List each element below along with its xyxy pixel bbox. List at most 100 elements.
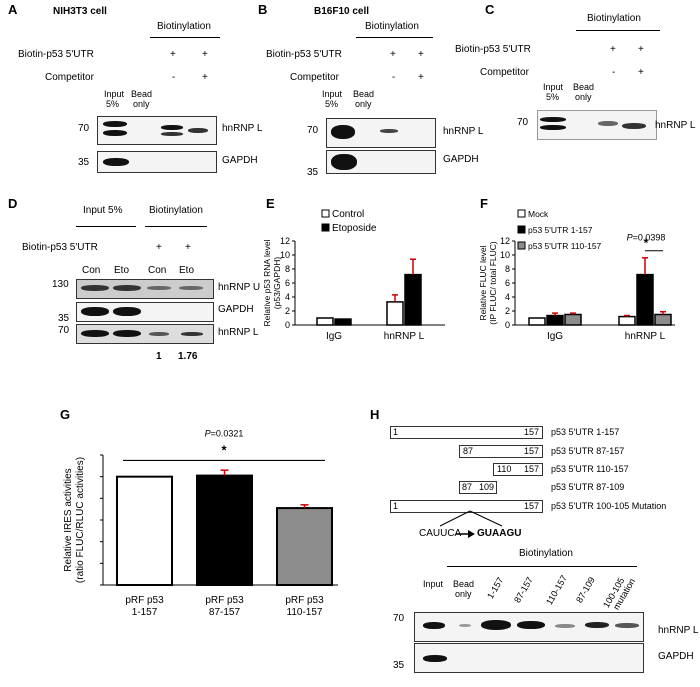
legend-label: Mock xyxy=(528,209,549,219)
panel-h-hnrnpl-label: hnRNP L xyxy=(658,625,699,636)
construct-3-label: p53 5'UTR 110-157 xyxy=(551,464,629,474)
panel-b-mw70: 70 xyxy=(307,125,319,136)
panel-h-biotin-label: Biotinylation xyxy=(519,548,573,559)
x-tick-label: pRF p53 xyxy=(205,595,244,606)
legend-swatch xyxy=(321,223,330,232)
panel-h-lane-3: 110-157 xyxy=(544,573,569,607)
panel-b-biotin-line xyxy=(356,37,433,38)
panel-a-minus: - xyxy=(172,72,176,83)
panel-b-blot-hnrnpl xyxy=(326,118,436,148)
panel-a-competitor-label: Competitor xyxy=(45,72,94,83)
band xyxy=(540,125,566,130)
panel-d-lane-2: Eto xyxy=(114,265,130,276)
panel-b-plus1: + xyxy=(390,49,396,60)
mutation-from: CAUUCA xyxy=(419,528,462,539)
construct-5-label: p53 5'UTR 100-105 Mutation xyxy=(551,501,667,511)
band xyxy=(459,624,471,627)
bar xyxy=(546,314,564,326)
x-tick-label-line2: 110-157 xyxy=(287,607,323,618)
bar xyxy=(654,313,672,326)
y-axis-label: Relative FLUC level xyxy=(478,245,488,320)
legend-swatch xyxy=(517,209,526,218)
y-tick-label: 10 xyxy=(280,250,290,260)
panel-label-e: E xyxy=(266,196,275,211)
construct-4-label: p53 5'UTR 87-109 xyxy=(551,482,625,492)
x-tick-label: IgG xyxy=(326,331,342,342)
panel-c-competitor-label: Competitor xyxy=(480,67,529,78)
panel-c-biotin-line xyxy=(576,30,660,31)
band xyxy=(81,285,109,291)
band xyxy=(517,621,545,629)
panel-d-blot-gapdh xyxy=(76,302,214,322)
construct-5-end: 157 xyxy=(523,501,539,511)
band xyxy=(331,154,357,170)
legend-label: p53 5'UTR 1-157 xyxy=(528,225,593,235)
x-tick-label: pRF p53 xyxy=(125,595,164,606)
panel-d-hnrnpl-label: hnRNP L xyxy=(218,327,259,338)
panel-b-bead: Bead xyxy=(353,89,375,99)
band xyxy=(585,622,609,628)
y-tick-label: 8 xyxy=(285,264,290,274)
y-tick-label: 12 xyxy=(280,236,290,246)
panel-label-c: C xyxy=(485,2,495,17)
panel-label-f: F xyxy=(480,196,488,211)
panel-a-plus3: + xyxy=(202,72,208,83)
construct-1-start: 1 xyxy=(393,427,399,437)
panel-d-hnrnpu-label: hnRNP U xyxy=(218,282,261,293)
panel-d-probe-label: Biotin-p53 5'UTR xyxy=(22,242,98,253)
band xyxy=(622,123,646,129)
panel-label-d: D xyxy=(8,196,18,211)
bar xyxy=(276,507,333,586)
bar xyxy=(116,475,173,587)
panel-a-bead: Bead xyxy=(131,89,153,99)
panel-a-biotin-label: Biotinylation xyxy=(157,21,211,32)
panel-c-blot-hnrnpl xyxy=(537,110,657,140)
panel-d-input-line xyxy=(76,226,136,227)
panel-a-title: NIH3T3 cell xyxy=(53,6,107,17)
panel-d-quant-2: 1.76 xyxy=(178,351,198,362)
band xyxy=(380,129,398,133)
panel-b-hnrnpl-label: hnRNP L xyxy=(443,126,484,137)
x-tick-label-line2: 1-157 xyxy=(132,607,158,618)
x-tick-label-line2: 87-157 xyxy=(209,607,241,618)
panel-d-lane-3: Con xyxy=(148,265,167,276)
panel-a-plus1: + xyxy=(170,49,176,60)
panel-b-title: B16F10 cell xyxy=(314,6,370,17)
panel-d-input-header: Input 5% xyxy=(83,205,123,216)
y-axis-label-2: (p53/GAPDH) xyxy=(272,257,282,310)
panel-d-lane-1: Con xyxy=(82,265,101,276)
panel-c-plus3: + xyxy=(638,67,644,78)
band xyxy=(149,332,169,336)
p-value-label: P=0.0321 xyxy=(205,428,244,438)
y-axis-label-2: (IP FLUC/ total FLUC) xyxy=(488,241,498,325)
significance-star: * xyxy=(221,442,227,457)
construct-4-start: 87 xyxy=(462,482,473,492)
bar xyxy=(404,273,422,326)
x-tick-label: hnRNP L xyxy=(625,331,666,342)
y-axis-label-2: (ratio FLUC/RLUC activities) xyxy=(75,457,86,583)
panel-d-blot-hnrnpu xyxy=(76,279,214,299)
band xyxy=(331,125,355,139)
panel-h-lane-4: 87-109 xyxy=(574,575,597,605)
panel-a-mw70: 70 xyxy=(78,123,90,134)
panel-h-mw70: 70 xyxy=(393,613,405,624)
y-tick-label: 12 xyxy=(500,236,510,246)
y-axis-label: Relative p53 RNA level xyxy=(262,239,272,326)
construct-box-1: 1 157 xyxy=(390,426,543,439)
y-axis-label: Relative IRES activities xyxy=(63,468,74,571)
panel-h-blot-gapdh xyxy=(414,643,644,673)
panel-label-a: A xyxy=(8,2,18,17)
panel-h-mw35: 35 xyxy=(393,660,405,671)
y-tick-label: 6 xyxy=(505,278,510,288)
panel-b-plus2: + xyxy=(418,49,424,60)
band xyxy=(555,624,575,628)
panel-a-plus2: + xyxy=(202,49,208,60)
panel-b-mw35: 35 xyxy=(307,167,319,178)
panel-b-biotin-label: Biotinylation xyxy=(365,21,419,32)
panel-h-bead: Bead xyxy=(453,579,475,589)
panel-b-competitor-label: Competitor xyxy=(290,72,339,83)
band xyxy=(81,330,109,337)
panel-b-blot-gapdh xyxy=(326,150,436,174)
panel-d-blot-hnrnpl xyxy=(76,324,214,344)
